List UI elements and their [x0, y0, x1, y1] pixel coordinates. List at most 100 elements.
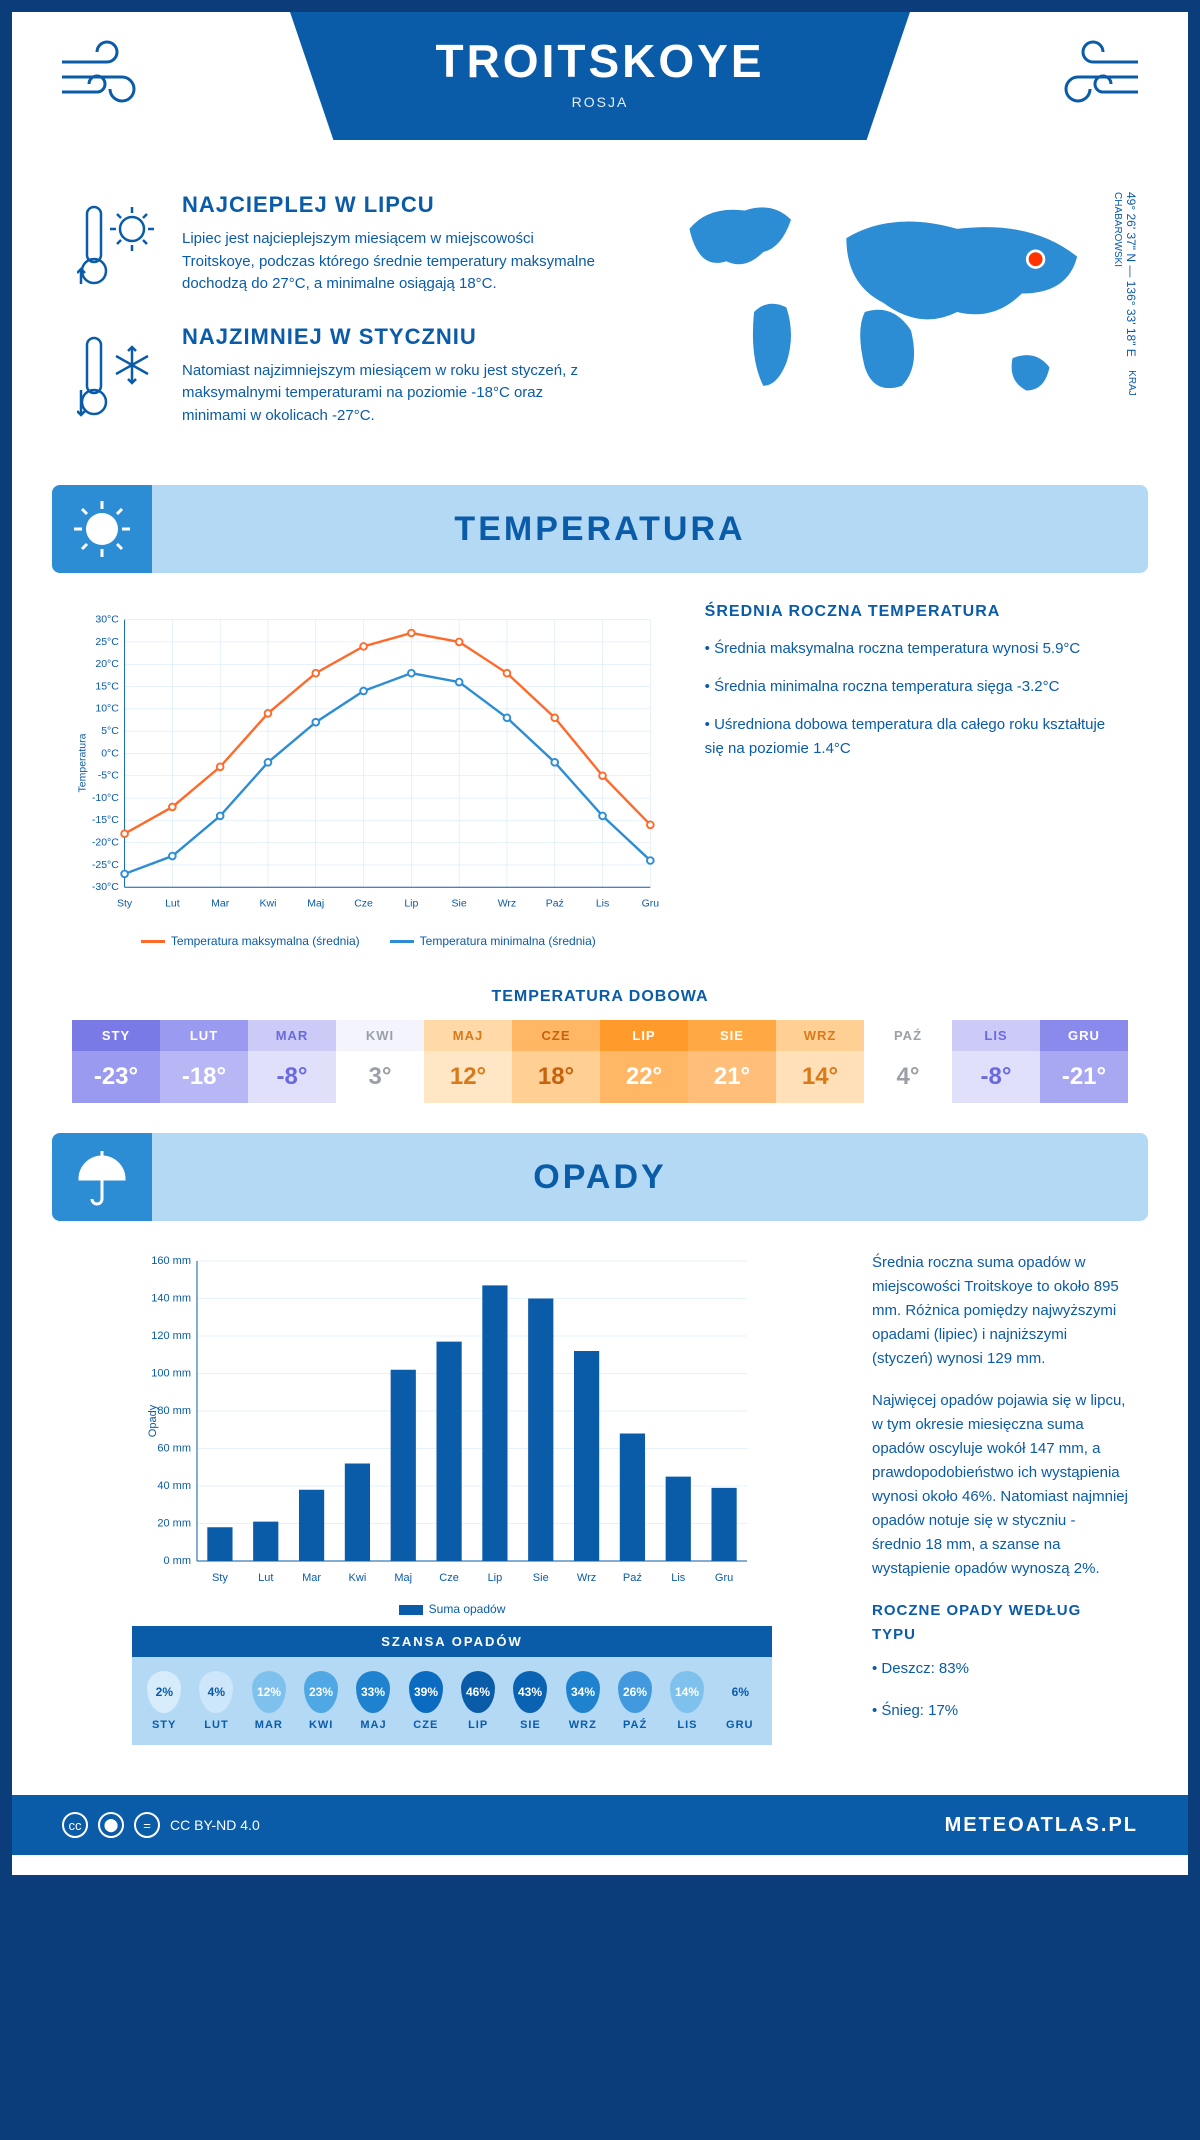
daily-temp-heading: TEMPERATURA DOBOWA — [12, 988, 1188, 1006]
svg-text:Opady: Opady — [147, 1404, 159, 1437]
svg-text:Mar: Mar — [211, 897, 230, 909]
svg-text:Mar: Mar — [302, 1572, 321, 1584]
svg-text:Kwi: Kwi — [349, 1572, 367, 1584]
temperature-legend: Temperatura maksymalna (średnia) Tempera… — [72, 934, 665, 948]
temperature-bullet: • Średnia maksymalna roczna temperatura … — [705, 637, 1128, 661]
daily-month: KWI — [336, 1020, 424, 1051]
temperature-info-heading: ŚREDNIA ROCZNA TEMPERATURA — [705, 603, 1128, 621]
drop-icon: 12% — [252, 1671, 286, 1713]
chance-cell: 4% LUT — [190, 1671, 242, 1731]
svg-text:20 mm: 20 mm — [157, 1518, 191, 1530]
umbrella-icon — [52, 1133, 152, 1221]
site-brand: METEOATLAS.PL — [945, 1814, 1138, 1837]
temperature-chart-wrap: -30°C-25°C-20°C-15°C-10°C-5°C0°C5°C10°C1… — [72, 603, 665, 948]
svg-text:Lip: Lip — [488, 1572, 503, 1584]
daily-value: -23° — [72, 1051, 160, 1103]
daily-value: 3° — [336, 1051, 424, 1103]
chance-month: LIP — [452, 1719, 504, 1731]
precipitation-title: OPADY — [533, 1158, 666, 1197]
daily-value: 14° — [776, 1051, 864, 1103]
chance-cell: 39% CZE — [400, 1671, 452, 1731]
footer: cc ⬤ = CC BY-ND 4.0 METEOATLAS.PL — [12, 1795, 1188, 1855]
cold-text: NAJZIMNIEJ W STYCZNIU Natomiast najzimni… — [182, 324, 609, 428]
svg-text:-20°C: -20°C — [92, 837, 119, 849]
svg-text:Cze: Cze — [439, 1572, 459, 1584]
daily-temp-cell: LIP 22° — [600, 1020, 688, 1103]
chance-heading: SZANSA OPADÓW — [132, 1626, 772, 1657]
temperature-section-bar: TEMPERATURA — [52, 485, 1148, 573]
wind-icon — [1043, 32, 1143, 127]
coords-text: 49° 26' 37" N — 136° 33' 18" E — [1124, 192, 1138, 357]
drop-icon: 14% — [670, 1671, 704, 1713]
chance-cell: 46% LIP — [452, 1671, 504, 1731]
svg-text:Sie: Sie — [452, 897, 467, 909]
chance-month: LUT — [190, 1719, 242, 1731]
daily-temp-cell: KWI 3° — [336, 1020, 424, 1103]
intro-text-column: NAJCIEPLEJ W LIPCU Lipiec jest najcieple… — [72, 192, 609, 455]
chance-month: KWI — [295, 1719, 347, 1731]
svg-text:60 mm: 60 mm — [157, 1443, 191, 1455]
temperature-chart: -30°C-25°C-20°C-15°C-10°C-5°C0°C5°C10°C1… — [72, 603, 665, 923]
chance-percent: 26% — [623, 1685, 647, 1699]
chance-cell: 12% MAR — [243, 1671, 295, 1731]
chance-cell: 2% STY — [138, 1671, 190, 1731]
precipitation-content: 0 mm20 mm40 mm60 mm80 mm100 mm120 mm140 … — [12, 1221, 1188, 1785]
chance-cell: 26% PAŹ — [609, 1671, 661, 1731]
svg-text:Cze: Cze — [354, 897, 373, 909]
cold-heading: NAJZIMNIEJ W STYCZNIU — [182, 324, 609, 350]
cc-icon: cc — [62, 1812, 88, 1838]
coordinates: 49° 26' 37" N — 136° 33' 18" E KRAJ CHAB… — [1110, 192, 1138, 432]
daily-month: SIE — [688, 1020, 776, 1051]
chance-month: STY — [138, 1719, 190, 1731]
chance-month: SIE — [504, 1719, 556, 1731]
chance-percent: 4% — [208, 1685, 225, 1699]
thermometer-sun-icon — [72, 192, 162, 296]
daily-month: LUT — [160, 1020, 248, 1051]
chance-strip: SZANSA OPADÓW 2% STY4% LUT12% MAR23% KWI… — [132, 1626, 772, 1745]
precipitation-section-bar: OPADY — [52, 1133, 1148, 1221]
header: TROITSKOYE ROSJA — [12, 12, 1188, 172]
temperature-bullets: • Średnia maksymalna roczna temperatura … — [705, 637, 1128, 761]
daily-month: CZE — [512, 1020, 600, 1051]
svg-text:Paź: Paź — [623, 1572, 642, 1584]
chance-month: WRZ — [557, 1719, 609, 1731]
svg-text:30°C: 30°C — [95, 613, 119, 625]
svg-text:20°C: 20°C — [95, 658, 119, 670]
chance-cell: 33% MAJ — [347, 1671, 399, 1731]
legend-precip: Suma opadów — [399, 1602, 506, 1616]
svg-text:-15°C: -15°C — [92, 814, 119, 826]
precipitation-info: Średnia roczna suma opadów w miejscowośc… — [872, 1251, 1128, 1765]
chance-cell: 34% WRZ — [557, 1671, 609, 1731]
svg-text:Sie: Sie — [533, 1572, 549, 1584]
svg-text:-10°C: -10°C — [92, 792, 119, 804]
daily-temp-cell: MAJ 12° — [424, 1020, 512, 1103]
legend-min: Temperatura minimalna (średnia) — [390, 934, 596, 948]
wind-icon — [57, 32, 157, 127]
temperature-info: ŚREDNIA ROCZNA TEMPERATURA • Średnia mak… — [705, 603, 1128, 948]
chance-percent: 46% — [466, 1685, 490, 1699]
hot-text: NAJCIEPLEJ W LIPCU Lipiec jest najcieple… — [182, 192, 609, 296]
precip-type-bullet: • Śnieg: 17% — [872, 1699, 1128, 1723]
chance-percent: 43% — [518, 1685, 542, 1699]
drop-icon: 33% — [356, 1671, 390, 1713]
chance-cell: 23% KWI — [295, 1671, 347, 1731]
daily-month: MAR — [248, 1020, 336, 1051]
svg-text:Lut: Lut — [258, 1572, 273, 1584]
daily-temp-cell: WRZ 14° — [776, 1020, 864, 1103]
chance-cell: 43% SIE — [504, 1671, 556, 1731]
svg-text:Sty: Sty — [212, 1572, 228, 1584]
drop-icon: 39% — [409, 1671, 443, 1713]
precipitation-chart-wrap: 0 mm20 mm40 mm60 mm80 mm100 mm120 mm140 … — [72, 1251, 832, 1765]
precipitation-chart: 0 mm20 mm40 mm60 mm80 mm100 mm120 mm140 … — [72, 1251, 832, 1591]
daily-value: 4° — [864, 1051, 952, 1103]
svg-text:0°C: 0°C — [101, 747, 119, 759]
intro-section: NAJCIEPLEJ W LIPCU Lipiec jest najcieple… — [12, 172, 1188, 485]
daily-value: -18° — [160, 1051, 248, 1103]
hot-block: NAJCIEPLEJ W LIPCU Lipiec jest najcieple… — [72, 192, 609, 296]
chance-cell: 6% GRU — [714, 1671, 766, 1731]
daily-month: LIP — [600, 1020, 688, 1051]
thermometer-snow-icon — [72, 324, 162, 428]
daily-value: 22° — [600, 1051, 688, 1103]
nd-icon: = — [134, 1812, 160, 1838]
daily-temp-cell: CZE 18° — [512, 1020, 600, 1103]
